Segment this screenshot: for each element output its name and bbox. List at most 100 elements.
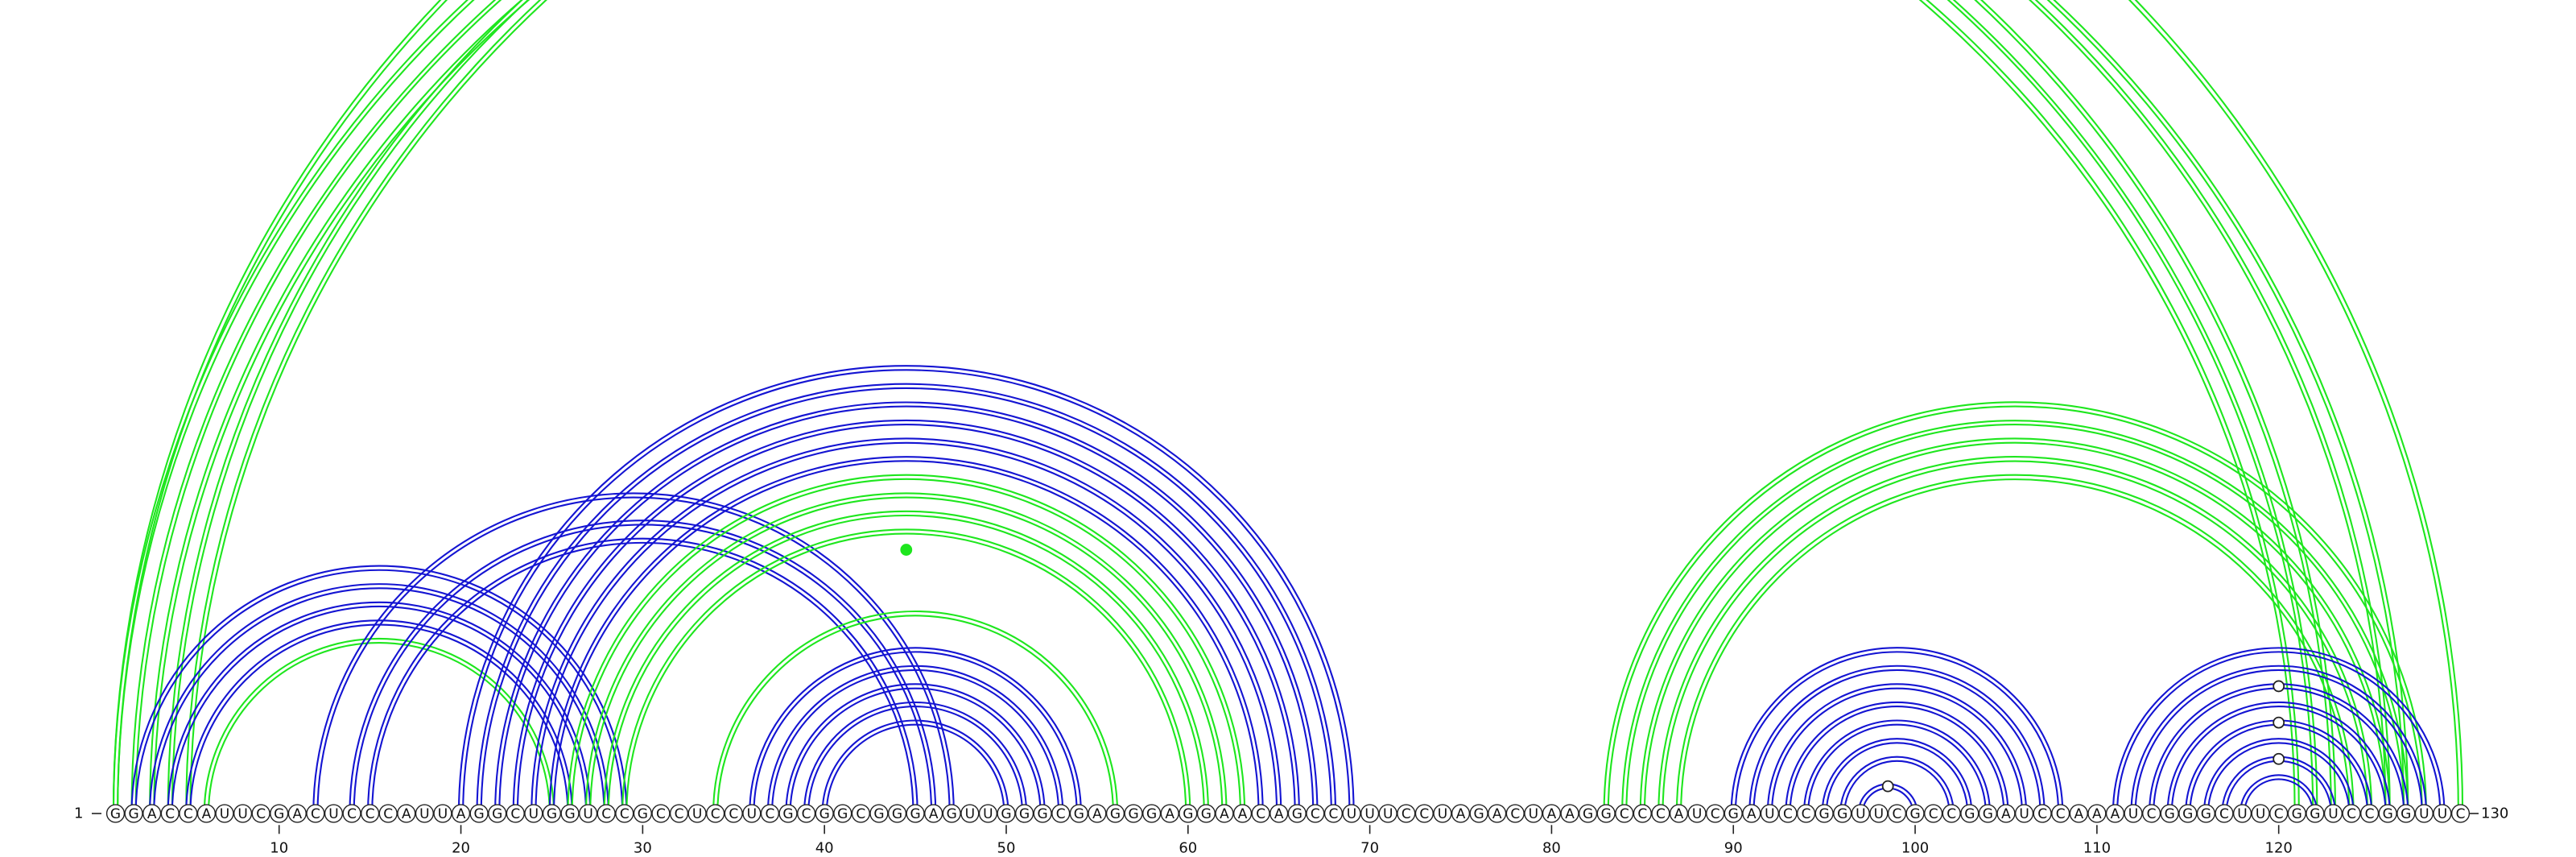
- nucleotide-letter-119: U: [2256, 806, 2265, 822]
- arc-34-56-line-1: [716, 615, 1114, 814]
- nucleotide-letter-19: U: [438, 806, 448, 822]
- nucleotide-letter-46: A: [929, 806, 939, 822]
- nucleotide-letter-30: G: [638, 806, 648, 822]
- nucleotide-circle-25: [542, 804, 562, 823]
- nucleotide-circle-57: [1124, 804, 1143, 823]
- nucleotide-letter-75: A: [1456, 806, 1466, 822]
- arc-36-54-line-1: [753, 652, 1076, 814]
- nucleotide-letter-129: U: [2438, 806, 2447, 822]
- nucleotide-letter-8: U: [237, 806, 247, 822]
- nucleotide-circle-44: [887, 804, 907, 823]
- arc-27-62-line-1: [589, 496, 1224, 814]
- nucleotide-circle-26: [560, 804, 580, 823]
- nucleotide-circle-35: [724, 804, 743, 823]
- nucleotide-letter-60: G: [1183, 806, 1193, 822]
- arc-118-122-line-2: [2239, 774, 2318, 814]
- nucleotide-circle-66: [1287, 804, 1307, 823]
- nucleotide-letter-118: U: [2237, 806, 2247, 822]
- nucleotide-letter-83: G: [1601, 806, 1612, 822]
- arc-2-122-line-1: [134, 0, 2314, 814]
- nucleotide-letter-51: G: [1019, 806, 1030, 822]
- arc-92-106-line-1: [1770, 687, 2023, 814]
- nucleotide-circle-1: [105, 804, 126, 823]
- nucleotide-circle-49: [978, 804, 997, 823]
- nucleotide-circle-54: [1069, 804, 1088, 823]
- nucleotide-letter-37: C: [765, 806, 774, 822]
- nucleotide-circle-79: [1524, 804, 1543, 823]
- arc-92-106-line-2: [1766, 683, 2028, 814]
- nucleotide-circle-119: [2251, 804, 2270, 823]
- arc-34-56-line-2: [712, 610, 1119, 814]
- nucleotide-circle-77: [1488, 804, 1507, 823]
- nucleotide-letter-81: A: [1565, 806, 1575, 822]
- arc-111-129-line-2: [2112, 647, 2446, 814]
- arc-27-62-line-2: [584, 492, 1228, 814]
- arc-96-102-line-1: [1843, 760, 1951, 814]
- nucleotide-letter-66: G: [1292, 806, 1302, 822]
- nucleotide-letter-58: G: [1146, 806, 1157, 822]
- nucleotide-circle-128: [2414, 804, 2434, 823]
- nucleotide-letter-28: C: [601, 806, 611, 822]
- nucleotide-circle-96: [1833, 804, 1852, 823]
- tick-label-60: 60: [1179, 839, 1197, 856]
- nucleotide-circle-83: [1596, 804, 1616, 823]
- nucleotide-letter-41: G: [837, 806, 848, 822]
- apex-markers: [900, 544, 2285, 793]
- nucleotide-circle-10: [270, 804, 289, 823]
- arc-93-105-line-2: [1785, 701, 2009, 814]
- nucleotide-letter-107: C: [2037, 806, 2047, 822]
- nucleotide-circle-56: [1105, 804, 1125, 823]
- nucleotide-circle-82: [1579, 804, 1598, 823]
- nucleotide-letter-98: U: [1874, 806, 1884, 822]
- nucleotide-letter-86: C: [1656, 806, 1666, 822]
- nucleotide-letter-48: U: [965, 806, 975, 822]
- nucleotide-letter-15: C: [365, 806, 375, 822]
- nucleotide-letter-6: A: [202, 806, 212, 822]
- nucleotide-letter-115: G: [2182, 806, 2193, 822]
- nucleotide-circle-5: [179, 804, 198, 823]
- nucleotide-letter-87: A: [1674, 806, 1684, 822]
- nucleotide-circle-100: [1905, 804, 1925, 823]
- arc-1-130-line-1: [117, 0, 2459, 814]
- nucleotide-letter-108: C: [2056, 806, 2066, 822]
- tick-label-20: 20: [452, 839, 470, 856]
- nucleotide-circle-41: [833, 804, 852, 823]
- nucleotide-letter-13: U: [328, 806, 338, 822]
- nucleotide-circle-98: [1869, 804, 1889, 823]
- nucleotide-circle-58: [1142, 804, 1162, 823]
- nucleotide-circle-14: [342, 804, 361, 823]
- nucleotide-circle-37: [760, 804, 780, 823]
- arc-23-66-line-2: [512, 420, 1300, 814]
- nucleotide-letter-70: U: [1364, 806, 1374, 822]
- nucleotide-circle-107: [2033, 804, 2052, 823]
- nucleotide-circle-13: [324, 804, 344, 823]
- nucleotide-letter-95: G: [1819, 806, 1830, 822]
- arc-3-121-line-2: [149, 0, 2300, 814]
- arc-94-104-line-2: [1802, 720, 1992, 814]
- nucleotide-circle-7: [215, 804, 234, 823]
- nucleotide-letter-80: A: [1547, 806, 1557, 822]
- nucleotide-letter-128: U: [2419, 806, 2429, 822]
- arc-118-122-line-1: [2244, 778, 2314, 814]
- nucleotide-circle-99: [1887, 804, 1907, 823]
- nucleotide-circle-105: [1996, 804, 2016, 823]
- tick-label-70: 70: [1360, 839, 1379, 856]
- arc-26-63-line-2: [567, 474, 1246, 814]
- arc-14-46-line-1: [353, 524, 933, 814]
- nucleotide-letter-82: G: [1583, 806, 1593, 822]
- nucleotide-letter-18: U: [419, 806, 429, 822]
- nucleotide-letter-102: C: [1946, 806, 1956, 822]
- nucleotide-letter-106: U: [2019, 806, 2029, 822]
- nucleotide-letter-61: G: [1201, 806, 1212, 822]
- nucleotide-circle-22: [488, 804, 507, 823]
- nucleotide-letter-116: G: [2201, 806, 2211, 822]
- arc-40-50-line-2: [821, 719, 1009, 814]
- nucleotide-letter-21: G: [474, 806, 485, 822]
- nucleotide-circle-92: [1760, 804, 1779, 823]
- nucleotide-circle-71: [1378, 804, 1397, 823]
- nucleotide-letter-29: C: [620, 806, 630, 822]
- arc-24-65-line-1: [535, 441, 1278, 814]
- nucleotide-letter-93: C: [1783, 806, 1793, 822]
- arc-83-128-line-2: [1603, 401, 2427, 814]
